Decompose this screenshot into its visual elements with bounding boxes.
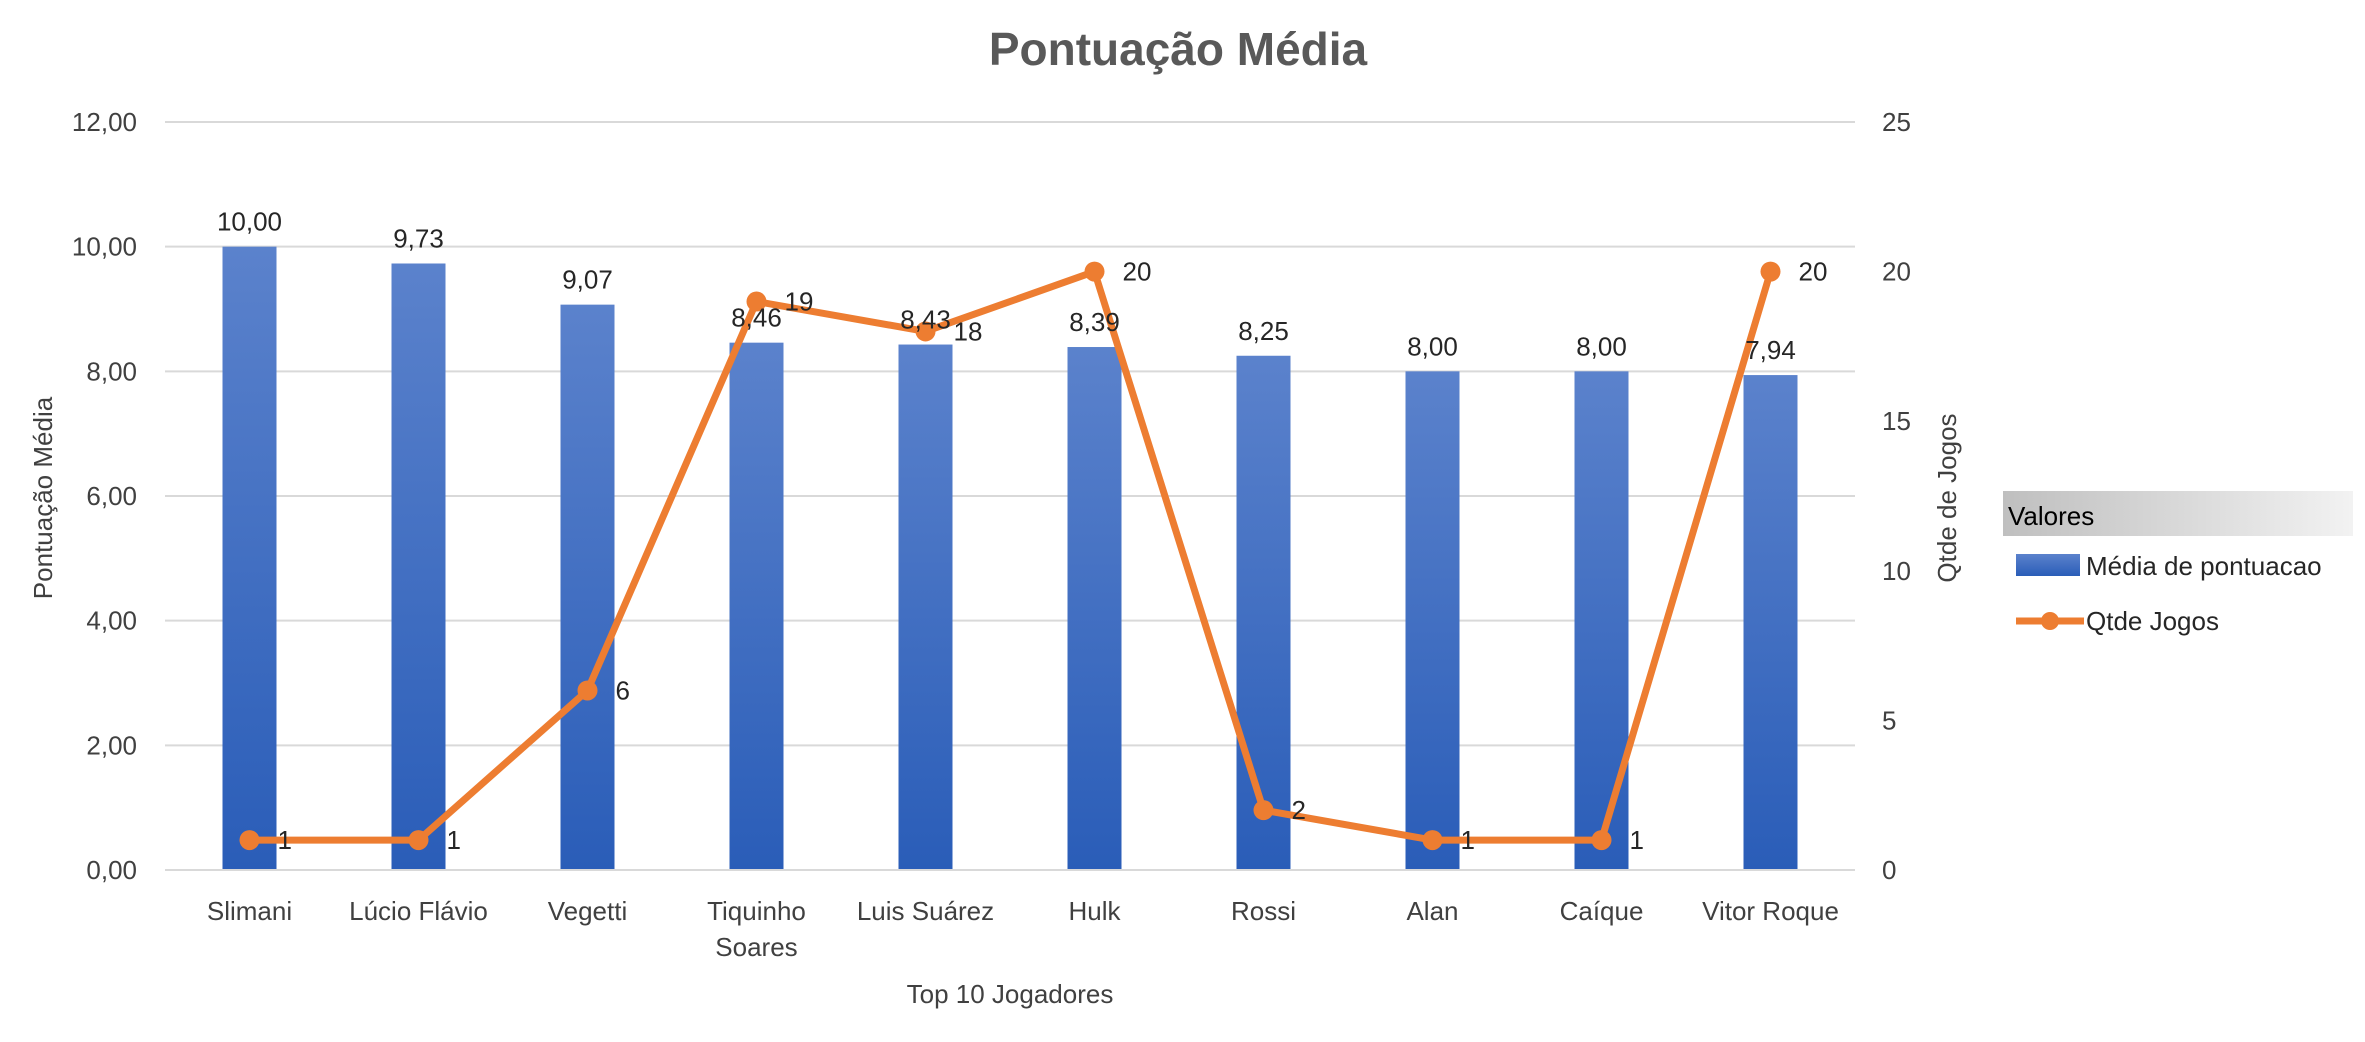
line-data-label: 19 (785, 287, 814, 317)
y-tick-label: 8,00 (86, 356, 137, 386)
line-point (408, 830, 429, 851)
y-axis-title: Pontuação Média (28, 396, 58, 599)
line-data-label: 2 (1292, 795, 1306, 825)
y-tick-label: 2,00 (86, 730, 137, 760)
y-tick-label: 10,00 (72, 232, 137, 262)
bar (1405, 371, 1460, 870)
legend: Valores Média de pontuacao Qtde Jogos (2003, 491, 2353, 636)
line-data-label: 1 (1630, 825, 1644, 855)
bar-data-label: 9,73 (393, 223, 444, 253)
chart-title: Pontuação Média (989, 23, 1368, 75)
y2-tick-label: 10 (1882, 556, 1911, 586)
bar-data-label: 8,25 (1238, 316, 1289, 346)
bar (222, 246, 277, 870)
x-tick-label: Tiquinho (707, 896, 806, 926)
bar-data-label: 7,94 (1745, 335, 1796, 365)
series-line (249, 268, 1774, 844)
x-tick-label: Rossi (1231, 896, 1296, 926)
gridlines (165, 121, 1855, 871)
legend-label-bars: Média de pontuacao (2086, 551, 2322, 581)
x-tick-label: Lúcio Flávio (349, 896, 488, 926)
bar-series (222, 246, 1798, 871)
legend-title: Valores (2008, 501, 2094, 531)
bar (1236, 355, 1291, 870)
bar-data-label: 8,46 (731, 303, 782, 333)
bar (391, 263, 446, 870)
x-tick-label: Soares (715, 932, 797, 962)
y2-tick-label: 15 (1882, 406, 1911, 436)
legend-bar-swatch (2016, 554, 2080, 576)
data-labels: 10,00 9,73 9,07 8,46 8,43 8,39 8,25 8,00 8,00 7,9… (217, 207, 1827, 855)
y2-tick-label: 5 (1882, 705, 1896, 735)
x-tick-label: Vitor Roque (1702, 896, 1839, 926)
y-tick-label: 12,00 (72, 107, 137, 137)
line-point (239, 830, 260, 851)
line-data-label: 18 (954, 316, 983, 346)
legend-line-marker (2041, 612, 2059, 630)
line-data-label: 20 (1799, 257, 1828, 287)
bar-data-label: 8,00 (1576, 331, 1627, 361)
legend-label-line: Qtde Jogos (2086, 606, 2219, 636)
line-point (1422, 830, 1443, 851)
x-tick-label: Caíque (1560, 896, 1644, 926)
line-series (239, 261, 1781, 851)
bar (729, 342, 784, 870)
bar (1743, 375, 1798, 870)
line-point (1084, 261, 1105, 282)
bar-data-label: 8,39 (1069, 307, 1120, 337)
bar-data-label: 9,07 (562, 265, 613, 295)
line-point (1591, 830, 1612, 851)
axes: 0,00 2,00 4,00 6,00 8,00 10,00 12,00 0 5 10 15 20 25… (72, 107, 1911, 962)
x-tick-label: Vegetti (548, 896, 628, 926)
y-tick-label: 6,00 (86, 481, 137, 511)
legend-header (2003, 491, 2353, 536)
bar (1574, 371, 1629, 870)
line-data-label: 1 (447, 825, 461, 855)
line-point (1760, 261, 1781, 282)
y2-tick-label: 25 (1882, 107, 1911, 137)
y2-tick-label: 0 (1882, 855, 1896, 885)
line-data-label: 20 (1123, 257, 1152, 287)
line-point (577, 680, 598, 701)
line-data-label: 1 (1461, 825, 1475, 855)
bar-data-label: 8,43 (900, 305, 951, 335)
line-point (746, 291, 767, 312)
line-data-label: 1 (278, 825, 292, 855)
x-tick-label: Luis Suárez (857, 896, 994, 926)
y-tick-label: 4,00 (86, 606, 137, 636)
bar-data-label: 10,00 (217, 207, 282, 237)
bar (898, 344, 953, 870)
y2-axis-title: Qtde de Jogos (1932, 413, 1962, 582)
line-point (915, 321, 936, 342)
line-data-label: 6 (616, 675, 630, 705)
x-tick-label: Slimani (207, 896, 292, 926)
y-tick-label: 0,00 (86, 855, 137, 885)
x-axis-title: Top 10 Jogadores (907, 979, 1114, 1009)
x-tick-label: Alan (1406, 896, 1458, 926)
y2-tick-label: 20 (1882, 257, 1911, 287)
x-tick-label: Hulk (1068, 896, 1121, 926)
bar-data-label: 8,00 (1407, 331, 1458, 361)
line-point (1253, 800, 1274, 821)
bar (560, 304, 615, 870)
bar (1067, 347, 1122, 871)
